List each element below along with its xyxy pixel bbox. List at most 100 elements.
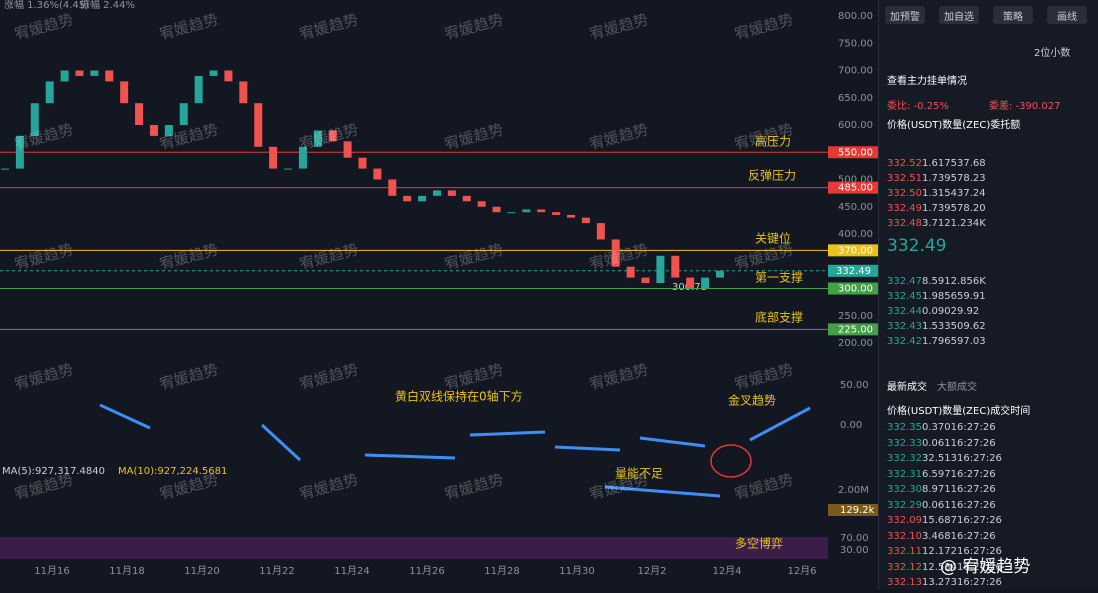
cell: 16:27:26 bbox=[950, 499, 996, 511]
side-panel: 加预警 加自选 策略 画线 2位小数 查看主力挂单情况 委比: -0.25% 委差: -390… bbox=[878, 0, 1098, 589]
volume-note: 量能不足 bbox=[615, 467, 663, 481]
candle bbox=[701, 277, 710, 288]
candle bbox=[30, 103, 39, 136]
cell: 332.33 bbox=[887, 437, 922, 449]
bid-row: 332.42 1.796 597.03 bbox=[887, 334, 1095, 349]
price-tick: 450.00 bbox=[838, 202, 873, 213]
cell: 332.47 bbox=[887, 276, 922, 287]
trade-row: 332.12 12.534 16:27:26 bbox=[887, 560, 1095, 575]
cell: 332.29 bbox=[887, 499, 922, 511]
candle bbox=[284, 168, 293, 170]
watermark: 宥媛趋势 bbox=[733, 10, 796, 43]
level-box bbox=[828, 181, 878, 194]
button[interactable]: 画线 bbox=[1047, 6, 1087, 24]
watermark: 宥媛趋势 bbox=[733, 360, 796, 393]
button[interactable]: 加自选 bbox=[939, 6, 979, 24]
price-tick: 600.00 bbox=[838, 120, 873, 131]
watermark: 宥媛趋势 bbox=[443, 470, 506, 503]
main-orders: 查看主力挂单情况 bbox=[887, 76, 967, 87]
cell: 332.09 bbox=[887, 515, 922, 526]
candle bbox=[522, 209, 531, 213]
watermark: 宥媛趋势 bbox=[13, 10, 76, 43]
candle bbox=[15, 135, 24, 169]
level-box bbox=[828, 244, 878, 257]
bid-row: 332.45 1.985 659.91 bbox=[887, 289, 1095, 304]
trade-row: 332.29 0.061 16:27:26 bbox=[887, 498, 1095, 513]
level-value: 225.00 bbox=[838, 324, 873, 335]
button[interactable]: 策略 bbox=[993, 6, 1033, 24]
volume-box bbox=[828, 504, 878, 516]
macd-axis: 0.00 bbox=[840, 420, 862, 431]
candle bbox=[596, 223, 605, 240]
cross-note: 金叉趋势 bbox=[728, 393, 776, 408]
bid-row: 332.43 1.533 509.62 bbox=[887, 319, 1095, 334]
tab[interactable]: 最新成交 bbox=[887, 382, 927, 393]
cell: 578.23 bbox=[950, 173, 986, 184]
candle bbox=[507, 212, 516, 214]
bid-row: 332.44 0.090 29.92 bbox=[887, 304, 1095, 319]
cell: 332.30 bbox=[887, 484, 922, 495]
cell: 332.50 bbox=[887, 188, 922, 199]
candle bbox=[269, 146, 278, 169]
cell: 13.273 bbox=[922, 577, 957, 588]
date-label: 11月22 bbox=[259, 565, 294, 577]
candle bbox=[641, 277, 650, 284]
cell: 16:27:26 bbox=[957, 515, 1002, 526]
trade-row: 332.11 12.172 16:27:26 bbox=[887, 544, 1095, 559]
date-label: 12月6 bbox=[787, 565, 816, 577]
trade-row: 332.31 6.597 16:27:26 bbox=[887, 467, 1095, 482]
diff: 委差: -390.027 bbox=[989, 101, 1061, 112]
candle bbox=[45, 81, 54, 104]
date-label: 11月28 bbox=[484, 565, 519, 577]
footer-watermark: @ 宥媛趋势 bbox=[940, 557, 1031, 577]
cell: 659.91 bbox=[950, 291, 986, 302]
price-tick: 200.00 bbox=[838, 338, 873, 349]
tab[interactable]: 大额成交 bbox=[937, 382, 977, 393]
change: 涨幅 1.36%(4.45) bbox=[4, 0, 89, 11]
trade-header: 价格(USDT) 数量(ZEC) 成交时间 bbox=[887, 402, 1095, 417]
candle bbox=[403, 195, 412, 202]
candle bbox=[60, 70, 69, 82]
candle bbox=[716, 270, 724, 278]
button[interactable]: 加预警 bbox=[885, 6, 925, 24]
candle bbox=[477, 201, 486, 207]
candle bbox=[373, 168, 382, 180]
candle bbox=[686, 277, 695, 288]
candle bbox=[224, 70, 233, 82]
candle bbox=[194, 75, 203, 104]
ask-row: 332.52 1.617 537.68 bbox=[887, 156, 1095, 171]
watermark: 宥媛趋势 bbox=[443, 10, 506, 43]
level-label: 底部支撑 bbox=[755, 310, 803, 325]
cell: 597.03 bbox=[950, 336, 986, 347]
candle bbox=[447, 190, 456, 196]
cell: 12.534 bbox=[922, 561, 957, 573]
level-label: 关键位 bbox=[755, 231, 791, 246]
cell: 32.513 bbox=[922, 453, 957, 464]
cell: 3.468 bbox=[922, 530, 951, 542]
cell: 332.11 bbox=[887, 546, 922, 557]
cell: 3.712 bbox=[922, 218, 951, 229]
cell: 332.48 bbox=[887, 218, 922, 229]
cell: 332.13 bbox=[887, 577, 922, 588]
cell: 16:27:26 bbox=[957, 561, 1002, 573]
level-label: 第一支撑 bbox=[755, 270, 803, 285]
candle bbox=[90, 70, 99, 76]
cell: 332.44 bbox=[887, 306, 922, 317]
cell: 数量(ZEC) bbox=[942, 406, 991, 417]
candle bbox=[611, 239, 620, 267]
candle bbox=[418, 195, 427, 202]
trade-row: 332.32 32.513 16:27:26 bbox=[887, 451, 1095, 466]
level-value: 485.00 bbox=[838, 183, 873, 194]
cell: 578.20 bbox=[950, 203, 986, 214]
cell: 1.739 bbox=[922, 203, 951, 214]
date-label: 11月20 bbox=[184, 565, 219, 577]
cell: 1.796 bbox=[922, 336, 951, 347]
trade-row: 332.35 0.370 16:27:26 bbox=[887, 420, 1095, 435]
cell: 332.45 bbox=[887, 291, 922, 302]
date-label: 11月18 bbox=[109, 565, 144, 577]
cell: 16:27:26 bbox=[957, 453, 1002, 464]
candle bbox=[75, 70, 84, 76]
macd-note: 黄白双线保持在0轴下方 bbox=[395, 389, 523, 404]
cell: 509.62 bbox=[950, 321, 986, 332]
price-tick: 500.00 bbox=[838, 175, 873, 186]
